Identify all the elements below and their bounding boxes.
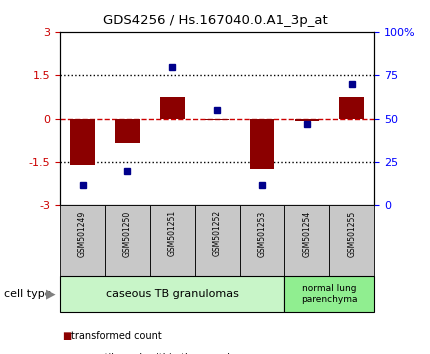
Text: GSM501254: GSM501254 [302, 210, 311, 257]
Text: GDS4256 / Hs.167040.0.A1_3p_at: GDS4256 / Hs.167040.0.A1_3p_at [103, 14, 327, 27]
Text: ▶: ▶ [46, 287, 55, 300]
FancyBboxPatch shape [150, 205, 195, 276]
Text: ■: ■ [62, 331, 72, 341]
Bar [250, 119, 274, 169]
Text: percentile rank within the sample: percentile rank within the sample [71, 353, 236, 354]
Bar [70, 119, 95, 165]
Text: GSM501249: GSM501249 [78, 210, 87, 257]
Text: GSM501255: GSM501255 [347, 210, 356, 257]
Text: GSM501250: GSM501250 [123, 210, 132, 257]
Bar [160, 97, 184, 119]
Text: GSM501252: GSM501252 [213, 210, 221, 256]
Text: cell type: cell type [4, 289, 52, 299]
Bar [295, 119, 319, 121]
Bar [339, 97, 364, 119]
FancyBboxPatch shape [284, 276, 374, 312]
Text: GSM501251: GSM501251 [168, 210, 177, 256]
Text: transformed count: transformed count [71, 331, 162, 341]
FancyBboxPatch shape [195, 205, 240, 276]
FancyBboxPatch shape [60, 205, 105, 276]
Bar [115, 119, 140, 143]
Text: ■: ■ [62, 353, 72, 354]
FancyBboxPatch shape [105, 205, 150, 276]
Text: caseous TB granulomas: caseous TB granulomas [106, 289, 239, 299]
FancyBboxPatch shape [60, 276, 284, 312]
Bar [205, 119, 230, 120]
FancyBboxPatch shape [284, 205, 329, 276]
Text: normal lung
parenchyma: normal lung parenchyma [301, 284, 357, 303]
Text: GSM501253: GSM501253 [258, 210, 267, 257]
FancyBboxPatch shape [329, 205, 374, 276]
FancyBboxPatch shape [240, 205, 284, 276]
